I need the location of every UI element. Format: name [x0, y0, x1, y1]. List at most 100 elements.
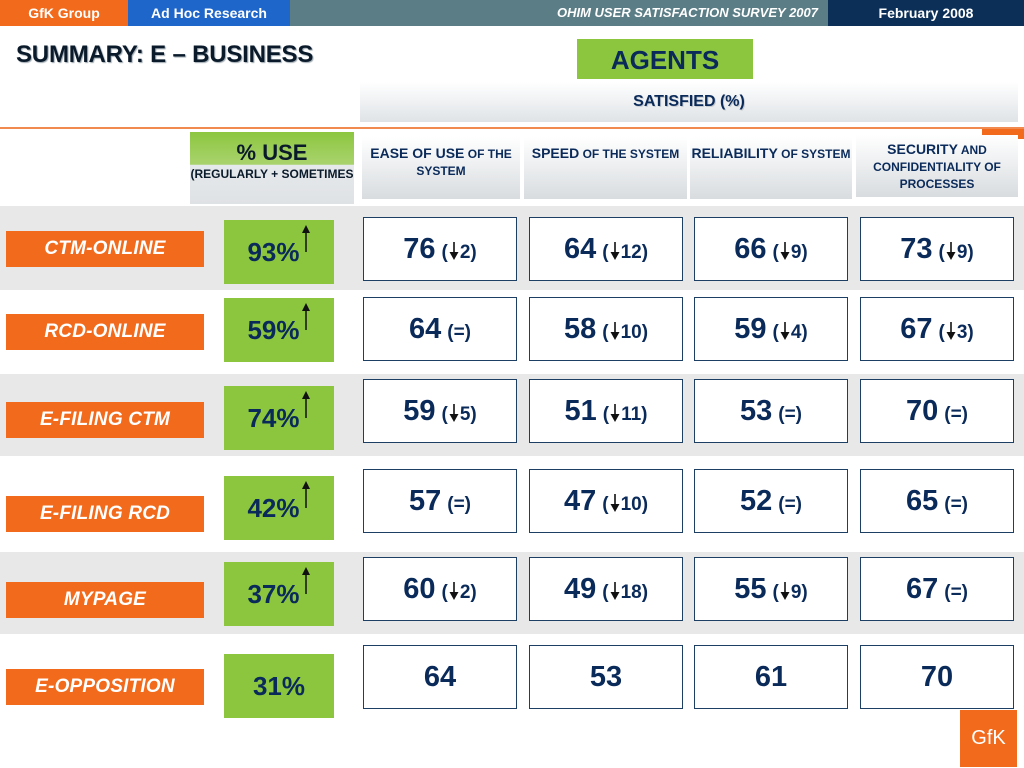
column-header-ease-rest: OF THE SYSTEM: [416, 147, 512, 178]
score-cell: 59(5): [363, 379, 517, 443]
use-value: 93%: [247, 237, 300, 267]
column-header-speed: SPEED OF THE SYSTEM: [524, 137, 687, 199]
use-percentage: 93%: [224, 220, 334, 284]
score-value: 60: [403, 573, 436, 605]
score-value: 57: [408, 485, 442, 517]
score-change: (=): [944, 494, 968, 515]
down-arrow-icon: [610, 494, 620, 512]
use-percentage: 74%: [224, 386, 334, 450]
top-bar: GfK Group Ad Hoc Research OHIM USER SATI…: [0, 0, 1024, 26]
score-value: 53: [739, 395, 773, 427]
change-amount: 3: [956, 322, 968, 343]
down-arrow-icon: [610, 582, 620, 600]
use-header-subtitle: (REGULARLY + SOMETIMES: [190, 167, 354, 181]
down-arrow-icon: [946, 242, 956, 260]
column-header-ease: EASE OF USE OF THE SYSTEM: [362, 137, 520, 199]
change-amount: 10: [620, 322, 642, 343]
score-cell: 65 (=): [860, 469, 1014, 533]
score-value: 76: [403, 233, 436, 265]
score-change: (3): [938, 322, 974, 343]
use-percentage: 59%: [224, 298, 334, 362]
score-change: (18): [602, 582, 649, 603]
change-amount: 2: [459, 242, 471, 263]
score-cell: 67 (=): [860, 557, 1014, 621]
score-cell: 47(10): [529, 469, 683, 533]
score-change: (10): [602, 322, 649, 343]
down-arrow-icon: [610, 322, 620, 340]
score-value: 70: [905, 395, 939, 427]
score-value: 67: [900, 313, 933, 345]
score-cell: 64(12): [529, 217, 683, 281]
score-change: (=): [944, 404, 968, 425]
score-change: (12): [602, 242, 649, 263]
down-arrow-icon: [449, 242, 459, 260]
up-arrow-icon: [301, 225, 310, 252]
gfk-logo: GfK: [960, 710, 1017, 767]
use-percentage: 37%: [224, 562, 334, 626]
score-cell: 60(2): [363, 557, 517, 621]
use-value: 59%: [247, 315, 300, 345]
column-header-speed-main: SPEED: [531, 145, 580, 161]
segment-badge: AGENTS: [577, 39, 753, 79]
score-change: (9): [772, 582, 808, 603]
score-change: (9): [772, 242, 808, 263]
score-value: 73: [900, 233, 933, 265]
row-label: RCD-ONLINE: [6, 314, 204, 350]
score-change: (4): [772, 322, 808, 343]
score-value: 55: [734, 573, 767, 605]
score-cell: 49(18): [529, 557, 683, 621]
corner-tab: [982, 129, 1024, 139]
score-cell: 61: [694, 645, 848, 709]
column-header-security-rest: AND CONFIDENTIALITY OF PROCESSES: [873, 143, 1001, 191]
score-cell: 66(9): [694, 217, 848, 281]
score-cell: 70 (=): [860, 379, 1014, 443]
change-amount: 10: [620, 494, 642, 515]
use-value: 31%: [252, 671, 306, 701]
score-value: 59: [403, 395, 436, 427]
down-arrow-icon: [449, 582, 459, 600]
score-value: 64: [408, 313, 442, 345]
score-value: 65: [905, 485, 939, 517]
score-value: 53: [589, 661, 623, 693]
score-change: (9): [938, 242, 974, 263]
use-percentage: 42%: [224, 476, 334, 540]
score-value: 61: [754, 661, 788, 693]
score-cell: 52 (=): [694, 469, 848, 533]
up-arrow-icon: [301, 567, 310, 594]
score-change: (=): [778, 494, 802, 515]
score-value: 58: [563, 313, 597, 345]
score-value: 64: [423, 661, 457, 693]
score-cell: 51(11): [529, 379, 683, 443]
down-arrow-icon: [449, 404, 459, 422]
score-change: (10): [602, 494, 649, 515]
row-label: E-FILING CTM: [6, 402, 204, 438]
column-header-reliability-main: RELIABILITY: [691, 145, 778, 161]
page-title: SUMMARY: E – BUSINESS: [16, 41, 314, 68]
score-value: 64: [563, 233, 597, 265]
row-label: CTM-ONLINE: [6, 231, 204, 267]
score-cell: 76(2): [363, 217, 517, 281]
score-change: (2): [441, 582, 477, 603]
score-value: 52: [739, 485, 773, 517]
use-value: 74%: [247, 403, 300, 433]
score-cell: 53 (=): [694, 379, 848, 443]
down-arrow-icon: [780, 242, 790, 260]
down-arrow-icon: [610, 242, 620, 260]
change-amount: 9: [956, 242, 968, 263]
use-header-title: % USE: [236, 140, 308, 165]
score-change: (=): [447, 494, 471, 515]
score-cell: 67(3): [860, 297, 1014, 361]
score-value: 49: [563, 573, 597, 605]
divider-line: [0, 127, 1024, 129]
satisfied-header: SATISFIED (%): [360, 82, 1018, 122]
row-label: E-OPPOSITION: [6, 669, 204, 705]
score-cell: 57 (=): [363, 469, 517, 533]
use-percentage: 31%: [224, 654, 334, 718]
column-header-reliability-rest: OF SYSTEM: [781, 147, 851, 161]
score-cell: 59(4): [694, 297, 848, 361]
score-change: (=): [447, 322, 471, 343]
score-change: (2): [441, 242, 477, 263]
down-arrow-icon: [780, 322, 790, 340]
down-arrow-icon: [610, 404, 620, 422]
change-amount: 12: [620, 242, 642, 263]
